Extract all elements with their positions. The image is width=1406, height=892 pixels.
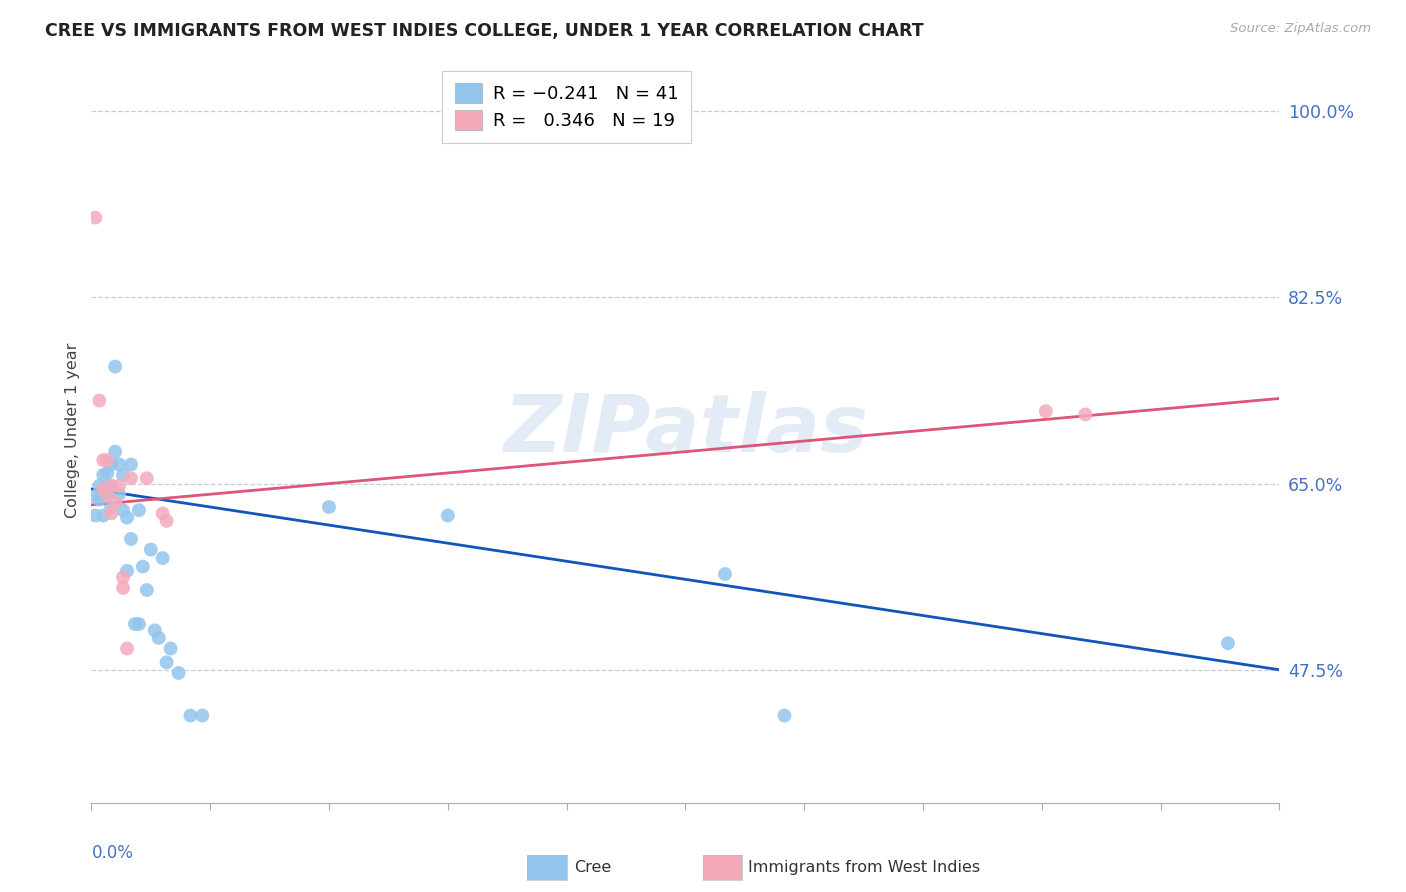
Point	[714, 567, 737, 582]
Text: Source: ZipAtlas.com: Source: ZipAtlas.com	[1230, 22, 1371, 36]
Point	[89, 479, 111, 493]
Point	[89, 492, 111, 507]
Point	[179, 708, 201, 723]
Text: ZIPatlas: ZIPatlas	[503, 392, 868, 469]
Text: CREE VS IMMIGRANTS FROM WEST INDIES COLLEGE, UNDER 1 YEAR CORRELATION CHART: CREE VS IMMIGRANTS FROM WEST INDIES COLL…	[45, 22, 924, 40]
Point	[120, 532, 142, 546]
Point	[96, 487, 118, 501]
Point	[84, 489, 107, 503]
Point	[104, 444, 127, 458]
Point	[84, 211, 107, 225]
Point	[96, 466, 118, 480]
Point	[124, 617, 146, 632]
Y-axis label: College, Under 1 year: College, Under 1 year	[65, 343, 80, 518]
Point	[135, 471, 157, 485]
Point	[91, 508, 114, 523]
Point	[91, 487, 114, 501]
Point	[135, 582, 157, 597]
Point	[100, 500, 122, 514]
Point	[436, 508, 458, 523]
Point	[96, 487, 118, 501]
Point	[112, 581, 135, 595]
Point	[128, 503, 150, 517]
Point	[115, 564, 138, 578]
Point	[156, 514, 179, 528]
Point	[104, 359, 127, 374]
Point	[112, 503, 135, 517]
Point	[108, 458, 131, 472]
Point	[108, 487, 131, 501]
Point	[1035, 404, 1057, 418]
Point	[89, 393, 111, 408]
Point	[104, 496, 127, 510]
Point	[139, 542, 162, 557]
Point	[120, 458, 142, 472]
Point	[108, 479, 131, 493]
Point	[152, 551, 174, 566]
Point	[115, 641, 138, 656]
Point	[132, 559, 155, 574]
Legend: R = −0.241   N = 41, R =   0.346   N = 19: R = −0.241 N = 41, R = 0.346 N = 19	[443, 70, 690, 143]
Point	[100, 458, 122, 472]
Text: 0.0%: 0.0%	[91, 844, 134, 862]
Point	[115, 510, 138, 524]
Point	[112, 570, 135, 584]
Point	[773, 708, 796, 723]
Point	[159, 641, 181, 656]
Point	[156, 656, 179, 670]
Point	[1216, 636, 1239, 650]
Point	[318, 500, 340, 514]
Point	[152, 507, 174, 521]
Point	[84, 508, 107, 523]
Point	[191, 708, 214, 723]
Point	[128, 617, 150, 632]
Point	[112, 468, 135, 483]
Point	[100, 479, 122, 493]
Point	[96, 453, 118, 467]
Point	[91, 482, 114, 496]
Point	[100, 507, 122, 521]
Text: Cree: Cree	[574, 861, 610, 875]
Point	[91, 468, 114, 483]
Text: Immigrants from West Indies: Immigrants from West Indies	[748, 861, 980, 875]
Point	[167, 665, 190, 680]
Point	[148, 631, 170, 645]
Point	[143, 624, 166, 638]
Point	[91, 453, 114, 467]
Point	[120, 471, 142, 485]
Point	[100, 479, 122, 493]
Point	[1074, 408, 1097, 422]
